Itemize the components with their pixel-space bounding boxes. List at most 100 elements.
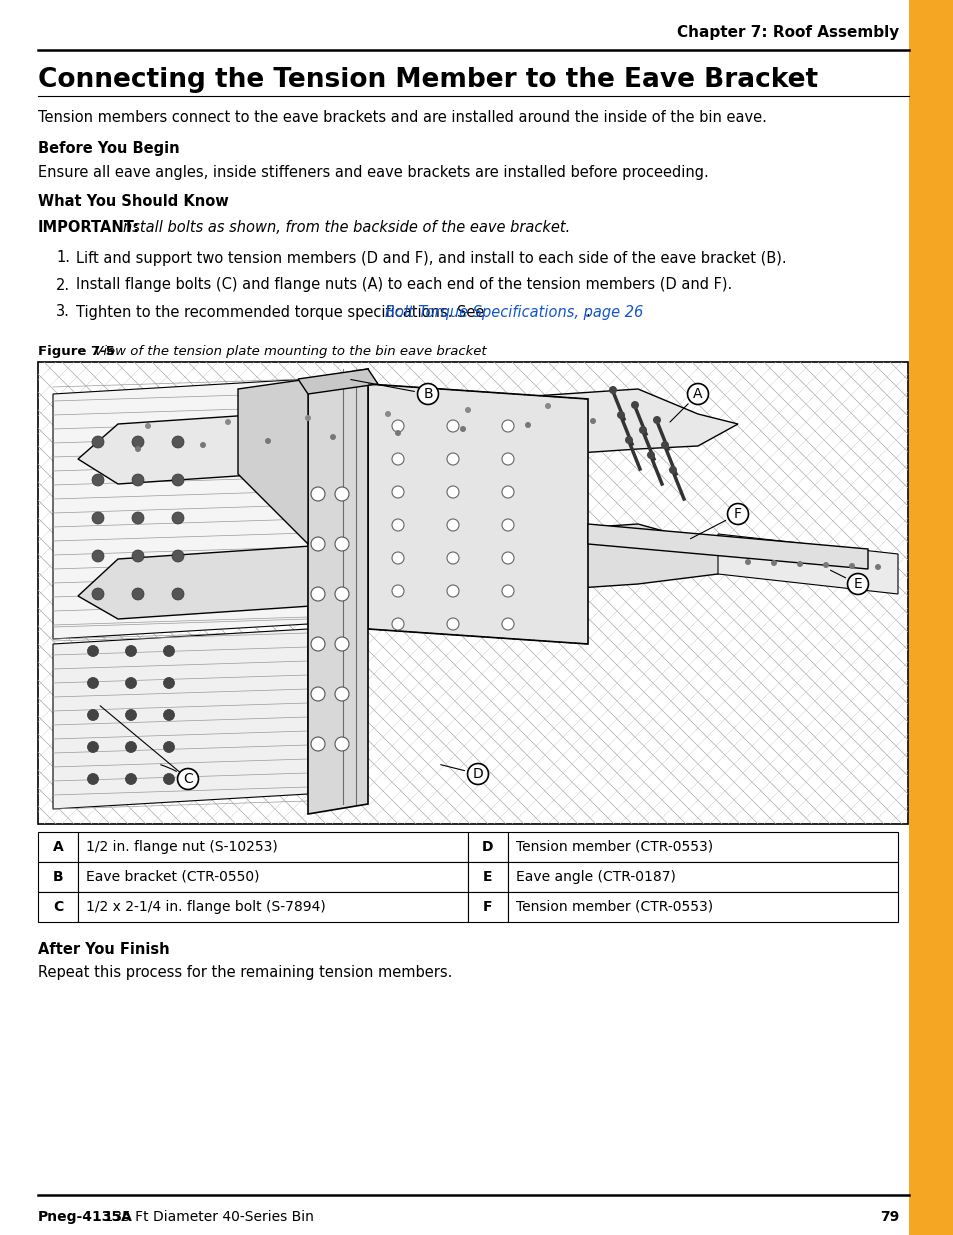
- Polygon shape: [78, 524, 747, 619]
- Circle shape: [501, 420, 514, 432]
- Circle shape: [624, 436, 633, 445]
- Circle shape: [132, 588, 144, 600]
- Circle shape: [132, 474, 144, 487]
- Circle shape: [630, 401, 639, 409]
- Circle shape: [447, 552, 458, 564]
- Circle shape: [225, 419, 231, 425]
- Circle shape: [311, 687, 325, 701]
- Bar: [468, 862, 507, 892]
- Text: IMPORTANT:: IMPORTANT:: [38, 221, 140, 236]
- Circle shape: [91, 474, 104, 487]
- Circle shape: [459, 426, 465, 432]
- Text: 2.: 2.: [56, 278, 71, 293]
- Text: D: D: [482, 840, 494, 853]
- Bar: [507, 862, 897, 892]
- Circle shape: [770, 559, 776, 566]
- Circle shape: [392, 618, 403, 630]
- Text: .: .: [584, 305, 589, 320]
- Circle shape: [135, 446, 141, 452]
- Bar: [468, 892, 507, 923]
- Bar: [908, 0, 953, 1235]
- Text: C: C: [160, 764, 193, 785]
- Circle shape: [172, 513, 184, 524]
- Circle shape: [544, 403, 551, 409]
- Circle shape: [335, 537, 349, 551]
- Bar: [38, 862, 78, 892]
- Text: B: B: [52, 869, 63, 884]
- Text: A: A: [52, 840, 63, 853]
- Circle shape: [874, 564, 880, 571]
- Text: 1/2 x 2-1/4 in. flange bolt (S-7894): 1/2 x 2-1/4 in. flange bolt (S-7894): [86, 900, 325, 914]
- Circle shape: [464, 408, 471, 412]
- Circle shape: [311, 587, 325, 601]
- Text: View of the tension plate mounting to the bin eave bracket: View of the tension plate mounting to th…: [90, 346, 486, 358]
- Text: Figure 7-5: Figure 7-5: [38, 346, 114, 358]
- Circle shape: [126, 678, 136, 688]
- Circle shape: [335, 637, 349, 651]
- Circle shape: [660, 441, 668, 450]
- Circle shape: [796, 561, 802, 567]
- Circle shape: [126, 773, 136, 784]
- Circle shape: [163, 741, 174, 752]
- Text: E: E: [483, 869, 493, 884]
- Text: 135 Ft Diameter 40-Series Bin: 135 Ft Diameter 40-Series Bin: [100, 1210, 314, 1224]
- Circle shape: [91, 550, 104, 562]
- Circle shape: [652, 416, 660, 424]
- Circle shape: [126, 709, 136, 720]
- Text: Eave bracket (CTR-0550): Eave bracket (CTR-0550): [86, 869, 259, 884]
- Text: E: E: [830, 571, 862, 592]
- Circle shape: [132, 436, 144, 448]
- Circle shape: [608, 387, 617, 394]
- Circle shape: [126, 646, 136, 657]
- Text: Pneg-4135A: Pneg-4135A: [38, 1210, 132, 1224]
- Bar: [78, 862, 468, 892]
- Circle shape: [163, 646, 174, 657]
- Circle shape: [589, 417, 596, 424]
- Text: F: F: [483, 900, 493, 914]
- Text: Connecting the Tension Member to the Eave Bracket: Connecting the Tension Member to the Eav…: [38, 67, 818, 93]
- Text: Lift and support two tension members (D and F), and install to each side of the : Lift and support two tension members (D …: [76, 251, 786, 266]
- Text: 3.: 3.: [56, 305, 70, 320]
- Bar: [78, 892, 468, 923]
- Circle shape: [311, 487, 325, 501]
- Circle shape: [668, 466, 677, 474]
- Polygon shape: [53, 629, 308, 809]
- Circle shape: [88, 646, 98, 657]
- Polygon shape: [237, 379, 308, 543]
- Circle shape: [501, 618, 514, 630]
- Polygon shape: [53, 379, 308, 638]
- Circle shape: [126, 741, 136, 752]
- Circle shape: [447, 487, 458, 498]
- Circle shape: [172, 588, 184, 600]
- Circle shape: [305, 415, 311, 421]
- Text: 1/2 in. flange nut (S-10253): 1/2 in. flange nut (S-10253): [86, 840, 277, 853]
- Circle shape: [91, 513, 104, 524]
- Circle shape: [848, 563, 854, 569]
- Circle shape: [200, 442, 206, 448]
- Text: B: B: [351, 379, 433, 401]
- Text: What You Should Know: What You Should Know: [38, 194, 229, 210]
- Circle shape: [617, 411, 624, 419]
- Circle shape: [744, 559, 750, 564]
- Circle shape: [172, 436, 184, 448]
- Circle shape: [501, 487, 514, 498]
- Text: A: A: [669, 387, 702, 422]
- Circle shape: [524, 422, 531, 429]
- Circle shape: [501, 453, 514, 466]
- Circle shape: [91, 436, 104, 448]
- Circle shape: [385, 411, 391, 417]
- Text: After You Finish: After You Finish: [38, 942, 170, 957]
- Circle shape: [501, 519, 514, 531]
- Text: 79: 79: [879, 1210, 898, 1224]
- Bar: [507, 832, 897, 862]
- Circle shape: [88, 741, 98, 752]
- Circle shape: [88, 678, 98, 688]
- Circle shape: [501, 585, 514, 597]
- Polygon shape: [368, 384, 587, 643]
- Text: Install flange bolts (C) and flange nuts (A) to each end of the tension members : Install flange bolts (C) and flange nuts…: [76, 278, 732, 293]
- Text: Eave angle (CTR-0187): Eave angle (CTR-0187): [516, 869, 675, 884]
- Text: C: C: [52, 900, 63, 914]
- Text: Repeat this process for the remaining tension members.: Repeat this process for the remaining te…: [38, 965, 452, 979]
- Bar: [38, 832, 78, 862]
- Circle shape: [335, 487, 349, 501]
